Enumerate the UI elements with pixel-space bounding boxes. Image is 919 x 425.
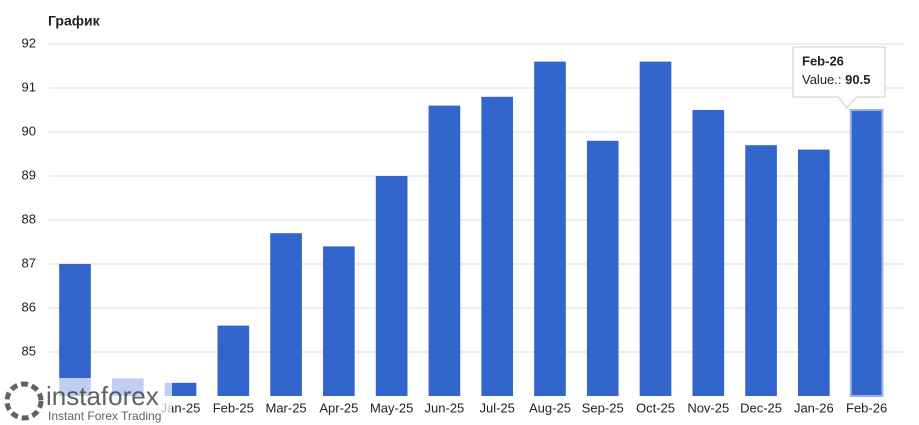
y-tick-label: 88 xyxy=(22,211,36,226)
watermark-brand: instaforex xyxy=(46,381,159,411)
bar xyxy=(481,96,514,397)
bar xyxy=(534,61,566,396)
bar xyxy=(586,140,619,396)
tooltip-value: Value.: 90.5 xyxy=(802,72,870,87)
x-tick-label: May-25 xyxy=(370,400,413,415)
watermark-tagline: Instant Forex Trading xyxy=(48,409,161,423)
y-tick-label: 92 xyxy=(22,35,36,50)
x-tick-label: Mar-25 xyxy=(265,400,306,415)
y-tick-label: 87 xyxy=(22,255,36,270)
x-tick-label: Nov-25 xyxy=(687,400,729,415)
tooltip: Feb-26 Value.: 90.5 xyxy=(792,46,886,109)
tooltip-label: Value.: xyxy=(802,72,842,87)
bar xyxy=(164,382,197,396)
x-tick-label: Dec-25 xyxy=(740,400,782,415)
bar xyxy=(798,149,830,396)
bar xyxy=(692,110,725,396)
x-tick-label: Jun-25 xyxy=(425,400,465,415)
y-tick-label: 85 xyxy=(22,343,36,358)
bar xyxy=(639,61,672,396)
y-tick-label: 91 xyxy=(22,79,36,94)
tooltip-number: 90.5 xyxy=(845,72,870,87)
chart-title: График xyxy=(48,13,101,29)
x-tick-label: Oct-25 xyxy=(636,400,675,415)
bar xyxy=(270,233,302,396)
y-tick-label: 89 xyxy=(22,167,36,182)
x-tick-label: Jul-25 xyxy=(479,400,514,415)
x-tick-label: Feb-26 xyxy=(846,400,887,415)
bar xyxy=(217,325,250,396)
tooltip-box xyxy=(792,46,886,109)
tooltip-title: Feb-26 xyxy=(802,53,844,68)
bar xyxy=(59,264,91,396)
x-tick-label: Sep-25 xyxy=(582,400,624,415)
bar xyxy=(323,246,355,396)
x-tick-label: Aug-25 xyxy=(529,400,571,415)
x-tick-label: Feb-25 xyxy=(213,400,254,415)
watermark-bg xyxy=(0,378,172,425)
y-tick-label: 86 xyxy=(22,299,36,314)
x-tick-label: Jan-26 xyxy=(794,400,834,415)
bar xyxy=(745,145,777,396)
bar xyxy=(428,105,461,396)
bar xyxy=(849,109,884,397)
x-tick-label: Apr-25 xyxy=(319,400,358,415)
watermark-logo xyxy=(4,381,44,421)
bar xyxy=(375,176,408,396)
y-tick-label: 90 xyxy=(22,123,36,138)
